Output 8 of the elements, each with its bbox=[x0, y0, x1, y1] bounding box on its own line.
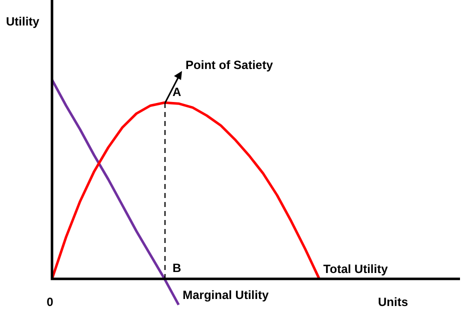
annotation: A bbox=[172, 84, 182, 99]
series-label: Marginal Utility bbox=[182, 288, 269, 302]
series-label: Total Utility bbox=[323, 262, 388, 276]
annotation: 0 bbox=[46, 295, 54, 310]
x-axis-title: Units bbox=[378, 295, 408, 310]
annotation: B bbox=[172, 261, 182, 276]
text: Point of Satiety bbox=[186, 58, 274, 72]
y-axis-title: Utility bbox=[6, 14, 40, 28]
